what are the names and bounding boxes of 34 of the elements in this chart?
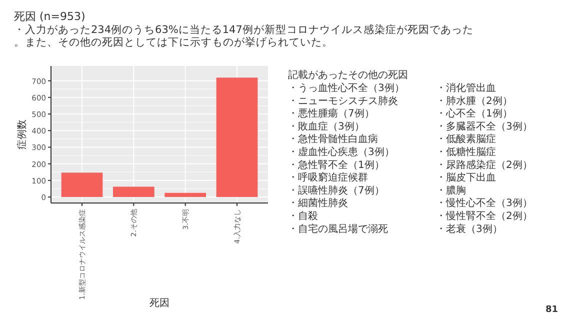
text: ・自宅の風呂場で溺死	[288, 222, 388, 235]
text: ・急性腎不全（1例）	[288, 158, 384, 171]
chart-title: 死因 (n=953)	[14, 10, 86, 23]
text: ・低糖性脳症	[436, 146, 496, 158]
text: ・ニューモシスチス肺炎	[288, 94, 398, 107]
bar	[216, 78, 258, 198]
text: ・自殺	[288, 210, 318, 222]
text: ・敗血症（3例）	[288, 120, 364, 132]
text: ・誤嚥性肺炎（7例）	[288, 184, 384, 196]
text: ・多臓器不全（3例）	[436, 120, 532, 132]
y-axis-title: 症例数	[16, 120, 28, 150]
text: ・慢性腎不全（2例）	[436, 210, 532, 222]
text: ・急性骨髄性白血病	[288, 133, 378, 146]
text: ・慢性心不全（3例）	[436, 197, 532, 210]
text: ・脳皮下出血	[436, 172, 496, 184]
text: ・呼吸窮迫症候群	[288, 172, 368, 184]
text: ・肺水腫（2例）	[436, 94, 512, 107]
text: ・低酸素脳症	[436, 133, 496, 146]
text: ・悪性腫瘍（7例）	[288, 108, 374, 120]
x-axis-title: 死因	[150, 298, 170, 309]
text: ・消化管出血	[436, 82, 496, 94]
text: ・うっ血性心不全（3例）	[288, 82, 404, 94]
bar	[61, 172, 103, 198]
text: ・老衰（3例）	[436, 222, 502, 235]
text: ・虚血性心疾患（3例）	[288, 146, 394, 158]
text: ・尿路感染症（2例）	[436, 158, 532, 171]
text: ・細菌性肺炎	[288, 197, 348, 210]
bar	[113, 186, 154, 198]
chart-subtitle: ・入力があった234例のうち63%に当たる147例が新型コロナウイルス感染症が死因であった。また、その他の死因としては下に示すものが挙げられていた。	[14, 23, 474, 48]
text: ・心不全（1例）	[436, 108, 512, 120]
text: ・膿胸	[436, 184, 466, 196]
text: 記載があったその他の死因	[288, 69, 408, 81]
text: 81	[545, 305, 558, 315]
bar	[164, 192, 206, 198]
